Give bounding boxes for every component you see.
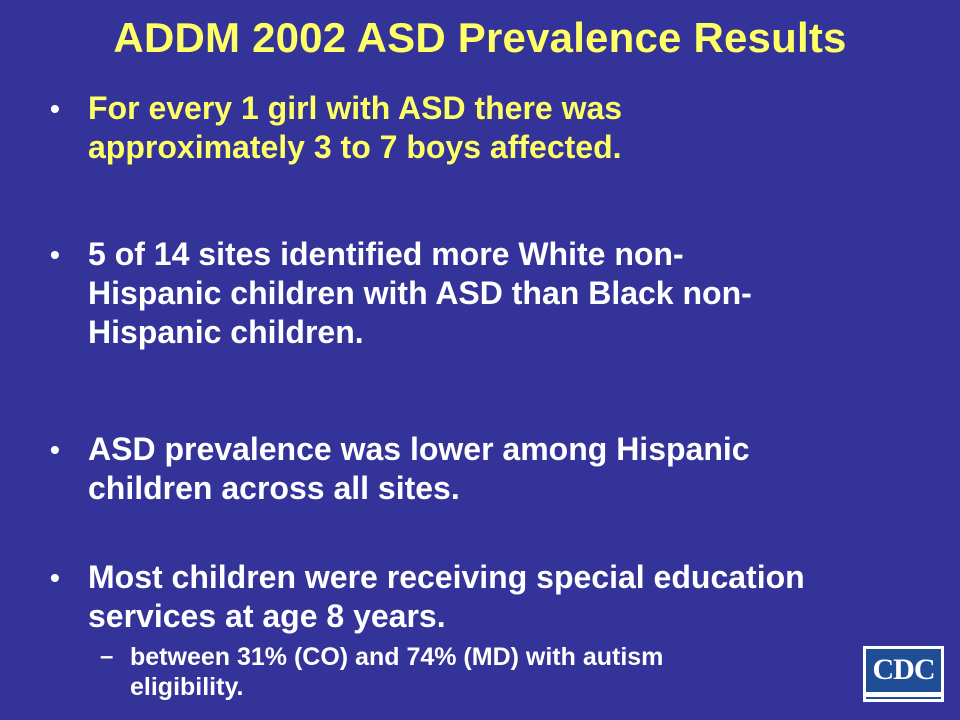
bullet-marker: • [50, 93, 60, 124]
bullet-line: children across all sites. [88, 470, 460, 506]
sub-bullet-marker: – [100, 643, 114, 670]
bullet-item-4: • Most children were receiving special e… [50, 558, 930, 636]
bullet-text: Most children were receiving special edu… [88, 558, 930, 636]
bullet-text: For every 1 girl with ASD there was appr… [88, 89, 930, 167]
bullet-line: For every 1 girl with ASD there was [88, 90, 623, 126]
bullet-marker: • [50, 239, 60, 270]
sub-bullet-text: between 31% (CO) and 74% (MD) with autis… [130, 642, 840, 702]
bullet-item-1: • For every 1 girl with ASD there was ap… [50, 89, 930, 167]
bullet-text: 5 of 14 sites identified more White non-… [88, 235, 930, 352]
cdc-logo-panel: CDC [866, 649, 941, 699]
bullet-line: ASD prevalence was lower among Hispanic [88, 431, 750, 467]
bullet-line: Hispanic children. [88, 314, 364, 350]
bullet-marker: • [50, 562, 60, 593]
sub-bullet-line: between 31% (CO) and 74% (MD) with autis… [130, 643, 664, 671]
sub-bullet-line: eligibility. [130, 673, 244, 701]
slide-title: ADDM 2002 ASD Prevalence Results [113, 14, 847, 61]
bullet-text: ASD prevalence was lower among Hispanic … [88, 430, 930, 508]
sub-bullet-item: – between 31% (CO) and 74% (MD) with aut… [100, 642, 840, 702]
bullet-marker: • [50, 434, 60, 465]
bullet-item-3: • ASD prevalence was lower among Hispani… [50, 430, 930, 508]
bullet-line: 5 of 14 sites identified more White non- [88, 236, 684, 272]
bullet-line: approximately 3 to 7 boys affected. [88, 129, 622, 165]
cdc-logo-text: CDC [872, 653, 936, 686]
bullet-line: Hispanic children with ASD than Black no… [88, 275, 752, 311]
bullet-line: services at age 8 years. [88, 598, 446, 634]
bullet-item-2: • 5 of 14 sites identified more White no… [50, 235, 930, 352]
cdc-logo-stripe [866, 692, 941, 697]
cdc-logo: CDC [863, 646, 944, 702]
bullet-line: Most children were receiving special edu… [88, 559, 805, 595]
